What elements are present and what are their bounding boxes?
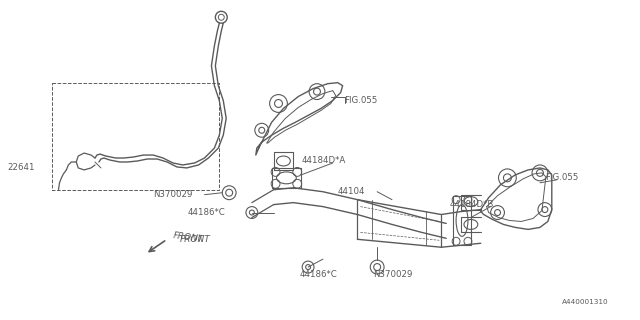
Text: FRONT: FRONT (173, 231, 205, 244)
Text: 44184D*B: 44184D*B (449, 200, 493, 209)
Text: 44184D*A: 44184D*A (301, 156, 346, 165)
Text: FIG.055: FIG.055 (545, 173, 579, 182)
Text: 22641: 22641 (7, 164, 35, 172)
Text: 44104: 44104 (338, 187, 365, 196)
Text: A440001310: A440001310 (562, 299, 608, 305)
Text: FRONT: FRONT (180, 235, 211, 244)
Text: 44186*C: 44186*C (300, 269, 337, 278)
Text: N370029: N370029 (153, 190, 193, 199)
Text: 44186*C: 44186*C (188, 208, 225, 217)
Text: N370029: N370029 (373, 269, 413, 278)
Text: FIG.055: FIG.055 (344, 96, 378, 105)
